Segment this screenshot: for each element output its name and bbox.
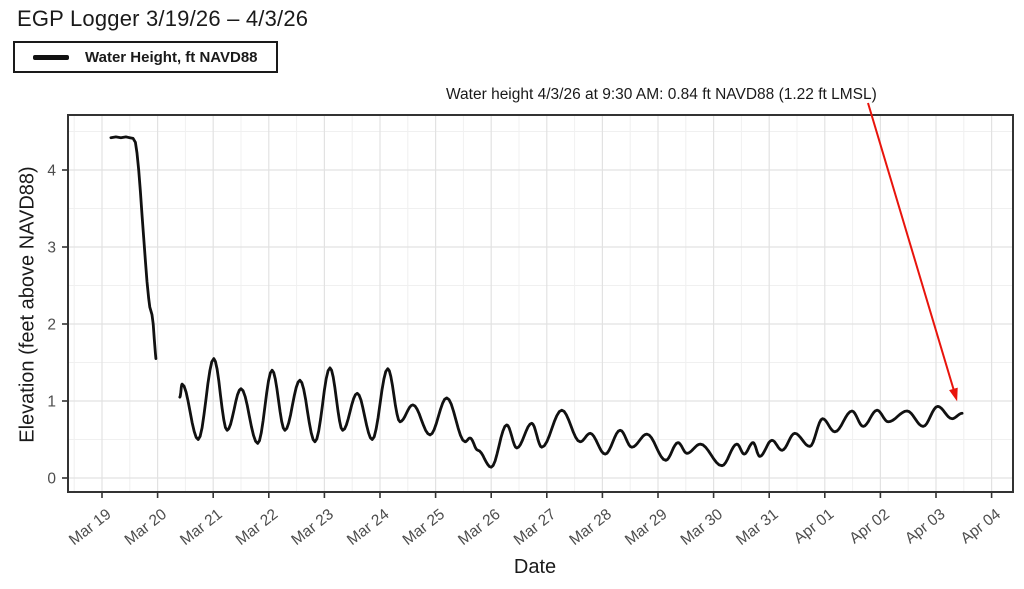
y-tick-label: 2	[47, 317, 56, 334]
x-tick-label: Mar 22	[233, 506, 281, 549]
x-tick-label: Mar 19	[66, 506, 114, 549]
x-tick-label: Apr 01	[791, 506, 837, 548]
x-tick-label: Apr 03	[902, 506, 948, 548]
x-tick-label: Mar 26	[455, 506, 503, 549]
panel-border	[67, 114, 1014, 493]
annotation-arrow-line	[867, 102, 956, 395]
y-tick-label: 3	[47, 240, 56, 257]
y-tick-label: 1	[47, 394, 56, 411]
x-tick-label: Apr 02	[846, 506, 892, 548]
x-tick-label: Mar 25	[400, 506, 448, 549]
x-tick-label: Mar 24	[344, 506, 393, 549]
annotation-arrowhead-icon	[949, 387, 958, 402]
x-tick-label: Mar 30	[678, 506, 727, 549]
x-tick-label: Mar 27	[511, 506, 559, 549]
x-tick-label: Mar 21	[177, 506, 225, 549]
x-tick-label: Mar 23	[288, 506, 336, 549]
legend-line-swatch-icon	[33, 54, 69, 60]
x-tick-label: Mar 31	[733, 506, 781, 549]
x-tick-label: Mar 29	[622, 506, 670, 549]
y-tick-label: 0	[47, 471, 56, 488]
x-tick-label: Mar 20	[122, 506, 171, 549]
x-tick-label: Mar 28	[566, 506, 614, 549]
legend-label: Water Height, ft NAVD88	[85, 48, 258, 66]
y-tick-label: 4	[47, 163, 56, 180]
legend: Water Height, ft NAVD88	[13, 41, 278, 73]
water-height-line	[109, 135, 964, 469]
chart-title: EGP Logger 3/19/26 – 4/3/26	[17, 6, 309, 31]
annotation-text: Water height 4/3/26 at 9:30 AM: 0.84 ft …	[446, 86, 877, 103]
x-tick-label: Apr 04	[958, 506, 1005, 548]
x-axis-title: Date	[513, 556, 557, 578]
